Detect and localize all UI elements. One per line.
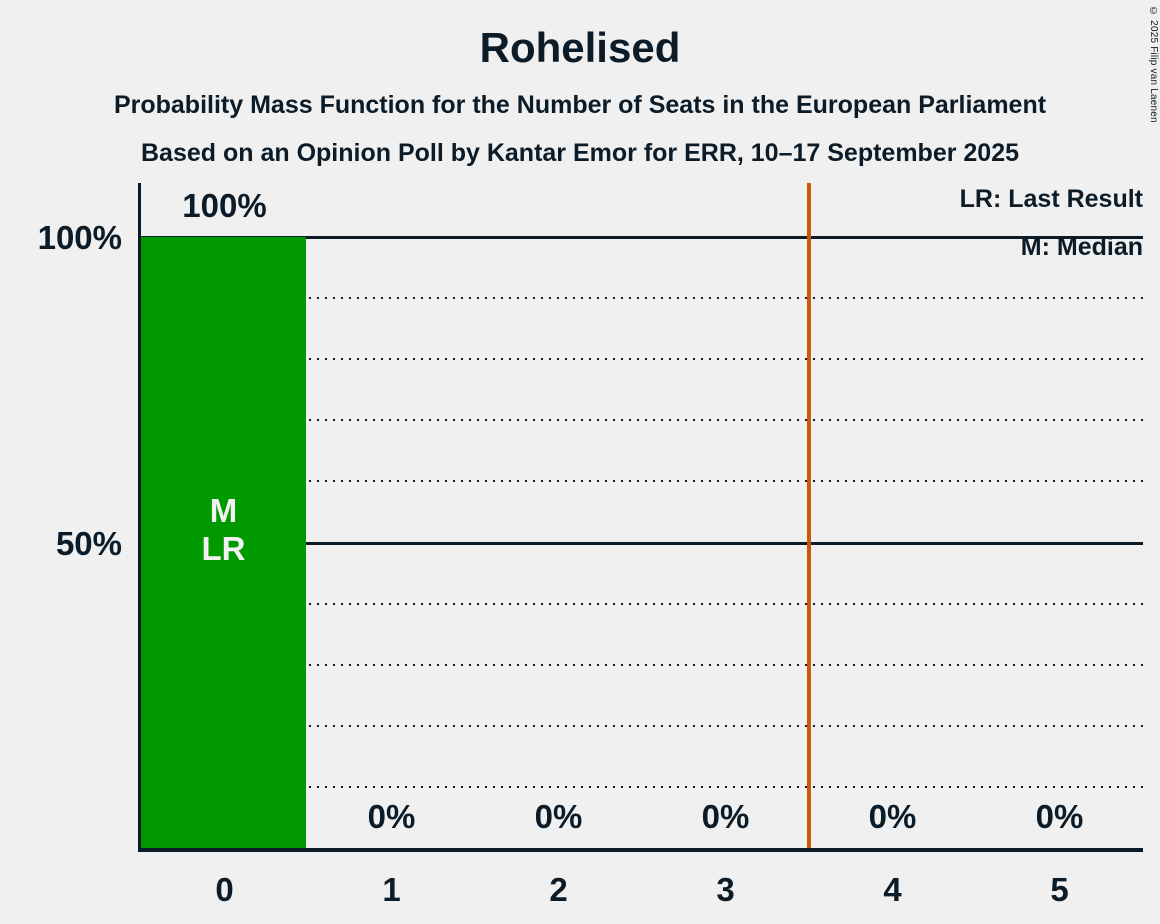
y-axis-label-50pct: 50% [55, 524, 122, 562]
x-axis-tick-3: 3 [716, 871, 735, 908]
gridline-solid-50pct [141, 541, 1143, 545]
majority-threshold-line [807, 183, 811, 848]
gridline-solid-100pct [141, 236, 1143, 239]
plot-area: 100% 0% 0% 0% 0% 0% M LR [138, 183, 1143, 852]
gridline-dotted-20pct [141, 724, 1143, 727]
gridline-dotted-30pct [141, 663, 1143, 666]
median-marker-label: M [209, 492, 238, 529]
bar-value-label-4: 0% [868, 798, 917, 835]
bar-seat-0 [141, 237, 306, 848]
y-axis-label-100pct: 100% [37, 219, 122, 256]
gridline-dotted-10pct [141, 785, 1143, 788]
legend-last-result: LR: Last Result [959, 185, 1143, 213]
x-axis-tick-4: 4 [883, 871, 902, 908]
gridline-dotted-40pct [141, 602, 1143, 605]
x-axis-tick-1: 1 [382, 871, 401, 908]
gridline-dotted-90pct [141, 297, 1143, 300]
chart-subtitle: Probability Mass Function for the Number… [113, 91, 1047, 119]
chart-title: Rohelised [479, 24, 681, 71]
bar-value-label-2: 0% [534, 798, 583, 835]
gridline-dotted-60pct [141, 480, 1143, 483]
bar-value-label-1: 0% [367, 798, 416, 835]
chart-poll-source: Based on an Opinion Poll by Kantar Emor … [140, 139, 1020, 167]
bar-value-label-5: 0% [1035, 798, 1084, 835]
gridline-dotted-80pct [141, 358, 1143, 361]
x-axis-tick-0: 0 [215, 871, 234, 908]
median-last-result-marker: M LR [141, 492, 306, 568]
copyright-text: © 2025 Filip van Laenen [1148, 6, 1159, 123]
bar-value-label-0: 100% [182, 187, 267, 224]
gridline-dotted-70pct [141, 419, 1143, 422]
last-result-marker-label: LR [201, 530, 246, 567]
x-axis-tick-2: 2 [549, 871, 568, 908]
x-axis-tick-5: 5 [1050, 871, 1069, 908]
bar-value-label-3: 0% [701, 798, 750, 835]
